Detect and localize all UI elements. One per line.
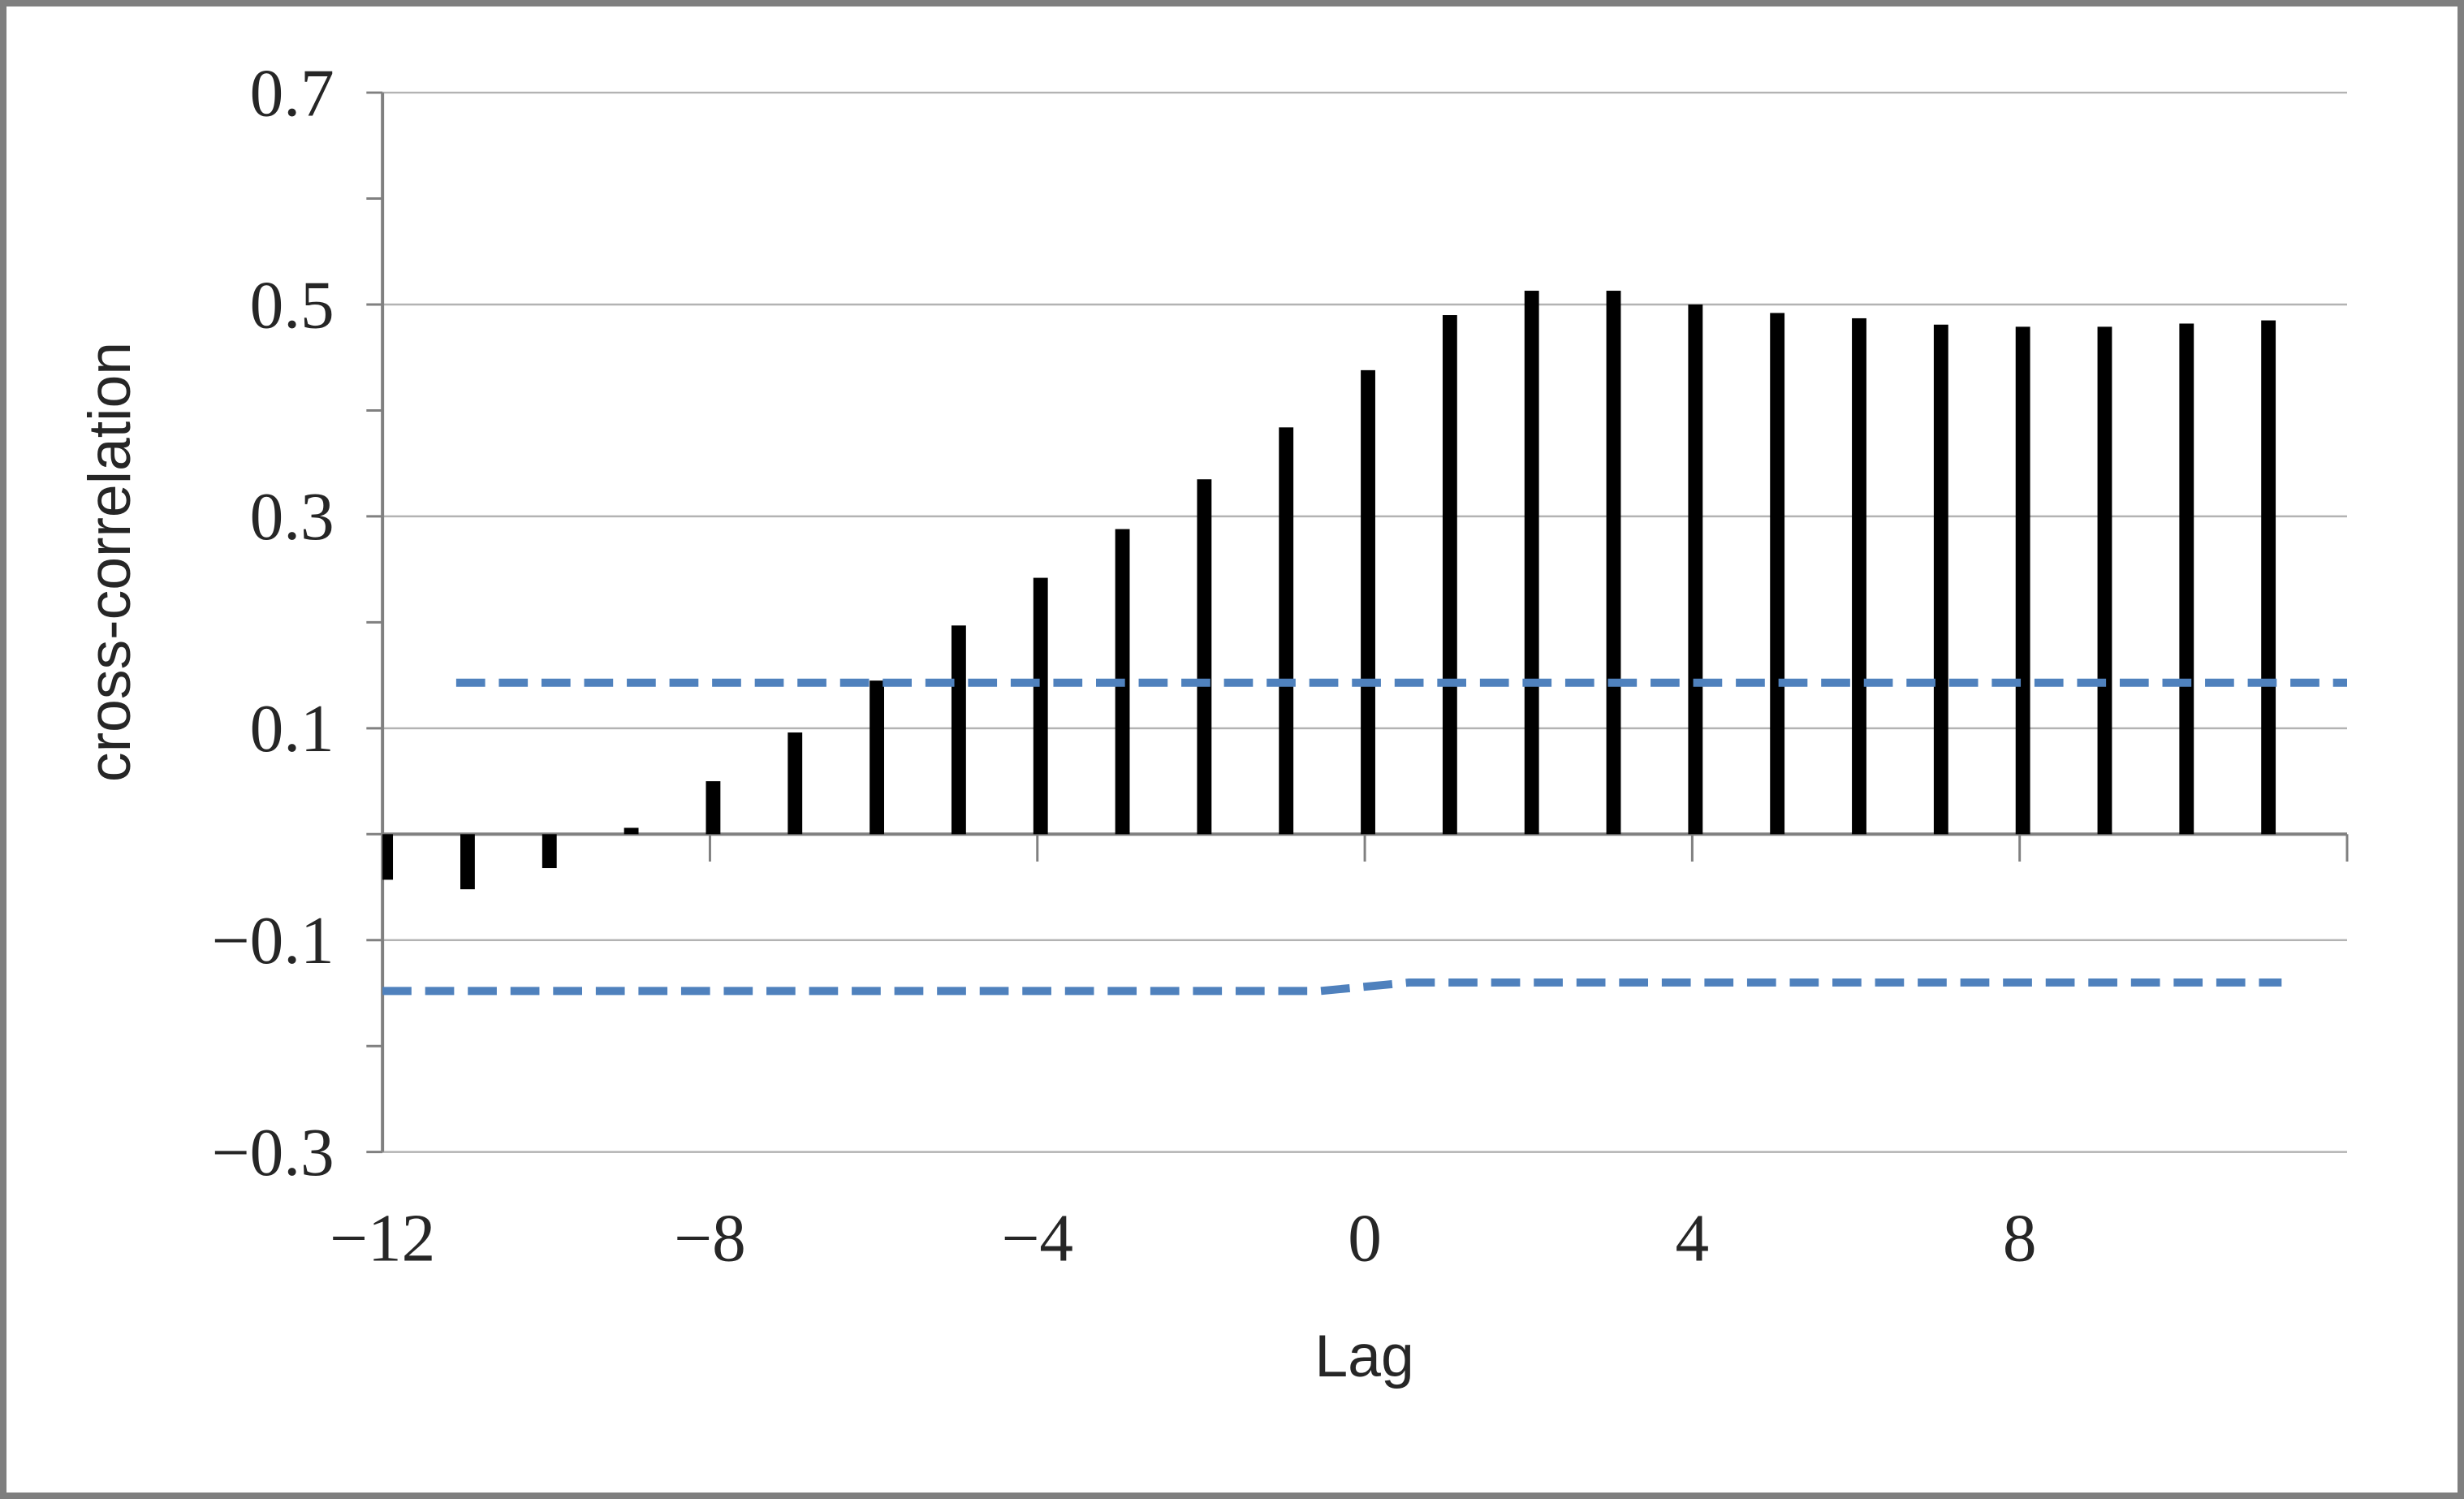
y-axis [366,91,385,1154]
x-axis-tick-labels: −12 −8 −4 0 4 8 [330,1201,2036,1276]
confidence-bound-lines [382,678,2347,996]
bar-lag--1 [1279,427,1294,835]
x-tick-label: −4 [1001,1201,1073,1276]
x-axis-title: Lag [1314,1323,1413,1389]
bar-lag--9 [624,827,639,835]
lower-confidence-line [382,978,2282,996]
y-tick-label: 0.3 [250,480,334,555]
y-axis-title: cross-correlation [76,342,143,782]
bar-lag--6 [870,680,884,835]
x-tick-label: 8 [2003,1201,2037,1276]
bar-lag-6 [1852,318,1866,835]
bar-lag-7 [1933,324,1948,835]
bar-lag-1 [1442,315,1457,835]
bar-lag-4 [1688,304,1703,835]
bar-lag-11 [2261,320,2276,835]
bar-series [382,291,2276,890]
bar-lag-0 [1361,369,1375,835]
x-tick-label: 4 [1676,1201,1710,1276]
bar-lag-8 [2015,326,2030,835]
cross-correlation-chart: 0.7 0.5 0.3 0.1 −0.1 −0.3 −12 −8 −4 0 4 8 Lag cros… [76,56,2349,1389]
bar-lag--10 [542,834,557,869]
x-tick-label: −12 [330,1201,435,1276]
bar-lag-9 [2097,326,2112,835]
x-tick-label: −8 [674,1201,746,1276]
bar-lag--12 [382,834,394,880]
y-tick-label: 0.5 [250,268,334,343]
y-tick-label: −0.3 [212,1116,334,1190]
bar-lag--8 [706,781,721,835]
y-axis-tick-labels: 0.7 0.5 0.3 0.1 −0.1 −0.3 [212,56,334,1190]
y-tick-label: 0.7 [250,56,334,131]
bar-lag-2 [1524,291,1539,835]
x-axis [381,832,2349,862]
bar-lag--2 [1197,479,1212,835]
bar-lag-10 [2179,323,2194,835]
bar-lag-3 [1606,291,1621,835]
bar-lag--7 [788,732,803,835]
y-tick-label: −0.1 [212,904,334,978]
bar-lag--5 [951,625,966,835]
bar-lag--11 [460,834,475,890]
x-tick-label: 0 [1348,1201,1382,1276]
bar-lag-5 [1770,313,1785,835]
bar-lag--4 [1033,577,1048,835]
y-tick-label: 0.1 [250,692,334,767]
